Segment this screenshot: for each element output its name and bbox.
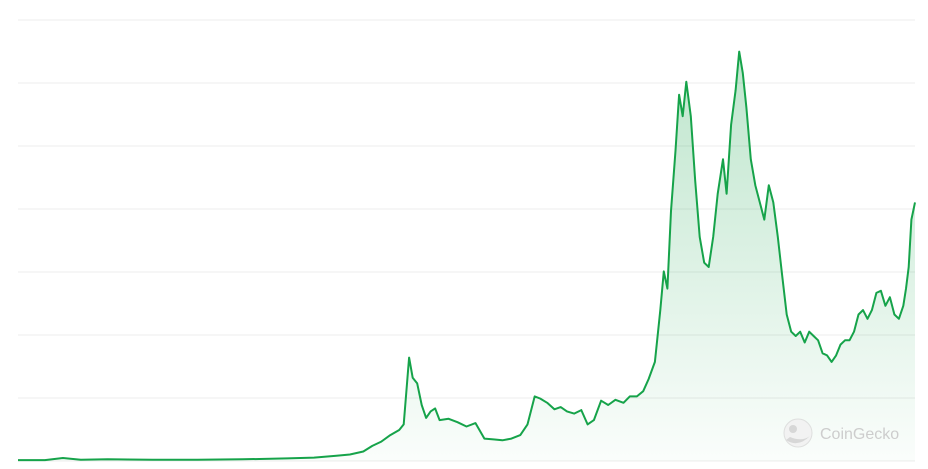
gecko-logo-icon xyxy=(783,418,813,448)
price-line xyxy=(18,50,916,462)
price-area-fill xyxy=(18,51,915,461)
coingecko-watermark: CoinGecko xyxy=(783,418,899,448)
watermark-label: CoinGecko xyxy=(820,426,899,443)
gridlines xyxy=(18,19,915,462)
